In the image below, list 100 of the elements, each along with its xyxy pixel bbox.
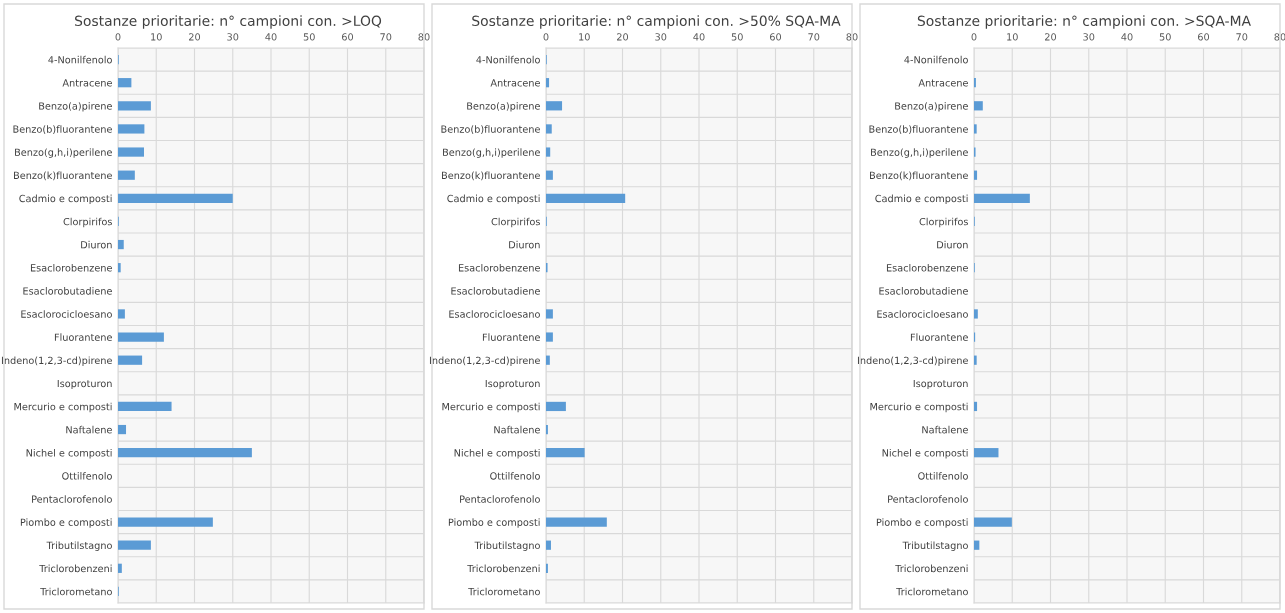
bar [546, 448, 585, 458]
bar [118, 540, 151, 550]
y-tick-label: Benzo(a)pirene [467, 102, 540, 112]
x-tick-label: 40 [693, 33, 705, 41]
x-tick-label: 80 [418, 33, 430, 41]
y-tick-label: Esaclorocicloesano [877, 310, 968, 318]
y-tick-label: Benzo(k)fluorantene [870, 171, 968, 181]
y-tick-label: Benzo(g,h,i)perilene [15, 148, 112, 158]
y-tick-label: Naftalene [494, 425, 540, 434]
y-tick-label: Antracene [918, 79, 968, 87]
y-tick-label: Benzo(k)fluorantene [442, 171, 540, 181]
y-tick-label: Isoproturon [485, 379, 540, 390]
y-tick-label: Diuron [509, 240, 540, 249]
chart-title: Sostanze prioritarie: n° campioni con. >LOQ [75, 15, 382, 29]
y-tick-label: Fluorantene [54, 333, 112, 341]
y-tick-label: Cadmio e composti [19, 194, 112, 205]
y-tick-label: Ottilfenolo [490, 472, 540, 480]
y-tick-label: Piombo e composti [876, 518, 968, 528]
bar [546, 355, 550, 365]
y-tick-label: Clorpirifos [491, 217, 540, 228]
x-tick-label: 0 [971, 33, 977, 41]
y-tick-label: Esaclorobenzene [30, 263, 112, 272]
y-tick-label: Cadmio e composti [875, 194, 968, 205]
x-tick-label: 10 [151, 33, 162, 41]
y-tick-label: Esaclorobutadiene [451, 287, 540, 295]
bar [546, 401, 566, 412]
y-tick-label: Mercurio e composti [442, 402, 540, 413]
bar [974, 309, 978, 319]
y-tick-label: Pentaclorofenolo [460, 495, 540, 503]
x-tick-label: 30 [1083, 33, 1095, 41]
y-tick-label: Triclorobenzeni [39, 564, 112, 573]
y-tick-label: Triclorometano [40, 587, 112, 596]
y-tick-label: Triclorometano [896, 587, 968, 596]
y-tick-label: 4-Nonilfenolo [48, 55, 112, 64]
y-tick-label: Benzo(b)fluorantene [13, 125, 112, 134]
x-tick-label: 0 [543, 33, 549, 41]
y-tick-label: Ottilfenolo [62, 472, 112, 480]
bar [546, 147, 551, 157]
y-tick-label: Esaclorocicloesano [21, 310, 112, 318]
x-tick-label: 30 [227, 33, 239, 41]
x-tick-label: 80 [846, 33, 858, 41]
y-tick-label: Benzo(g,h,i)perilene [443, 148, 540, 158]
y-tick-label: Mercurio e composti [870, 402, 968, 413]
bar [974, 124, 977, 134]
chart-title: Sostanze prioritarie: n° campioni con. >50% SQA-MA [472, 15, 841, 29]
y-tick-label: Tributilstagno [902, 541, 968, 551]
y-tick-label: Antracene [490, 79, 540, 87]
bar [974, 101, 983, 111]
x-tick-label: 20 [189, 33, 201, 41]
y-tick-label: Antracene [62, 79, 112, 87]
x-tick-label: 70 [380, 33, 392, 41]
x-tick-label: 50 [1159, 33, 1171, 41]
bar [118, 101, 151, 111]
y-tick-label: Benzo(a)pirene [39, 102, 112, 112]
bar [118, 424, 127, 435]
y-tick-label: Clorpirifos [919, 217, 968, 228]
y-tick-label: Indeno(1,2,3-cd)pirene [1, 356, 112, 366]
y-tick-label: Esaclorobenzene [886, 263, 968, 272]
bar [546, 332, 553, 342]
y-tick-label: Cadmio e composti [447, 194, 540, 205]
y-tick-label: Benzo(g,h,i)perilene [871, 148, 968, 158]
y-tick-label: Esaclorobutadiene [879, 287, 968, 295]
y-tick-label: Pentaclorofenolo [888, 495, 968, 503]
bar [546, 124, 552, 134]
y-tick-label: Esaclorocicloesano [449, 310, 540, 318]
y-tick-label: Fluorantene [910, 333, 968, 341]
chart-title: Sostanze prioritarie: n° campioni con. >SQA-MA [917, 15, 1251, 29]
y-tick-label: Triclorometano [468, 587, 540, 596]
bar [974, 355, 977, 365]
bar [974, 170, 978, 180]
bar [118, 401, 172, 412]
y-tick-label: Tributilstagno [46, 541, 112, 551]
y-tick-label: Indeno(1,2,3-cd)pirene [857, 356, 968, 366]
x-tick-label: 60 [341, 33, 354, 41]
bar [118, 263, 121, 273]
y-tick-label: Benzo(b)fluorantene [869, 125, 968, 134]
bar [118, 170, 135, 180]
y-tick-label: Pentaclorofenolo [32, 495, 112, 503]
y-tick-label: Triclorobenzeni [895, 564, 968, 573]
bar [546, 78, 550, 88]
x-tick-label: 50 [303, 33, 315, 41]
bar [974, 401, 978, 412]
y-tick-label: Nichel e composti [454, 448, 540, 459]
y-tick-label: Esaclorobenzene [458, 263, 540, 272]
y-tick-label: Nichel e composti [26, 448, 112, 459]
bar [974, 517, 1012, 527]
bar [546, 101, 563, 111]
y-tick-label: Naftalene [66, 425, 112, 434]
bar [118, 517, 213, 527]
y-tick-label: Isoproturon [913, 379, 968, 390]
bar [118, 563, 122, 573]
bar [974, 448, 999, 458]
x-tick-label: 30 [655, 33, 667, 41]
bar [546, 170, 553, 180]
y-tick-label: Diuron [937, 240, 968, 249]
bar [118, 448, 252, 458]
bar [546, 517, 607, 527]
bar [974, 540, 980, 550]
y-tick-label: Benzo(a)pirene [895, 102, 968, 112]
y-tick-label: Fluorantene [482, 333, 540, 341]
